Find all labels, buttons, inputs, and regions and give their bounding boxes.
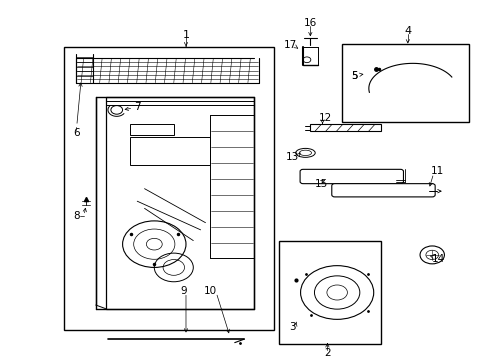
FancyBboxPatch shape (300, 169, 403, 184)
Text: 7: 7 (134, 102, 140, 112)
Text: 4: 4 (404, 26, 410, 36)
Text: 16: 16 (303, 18, 316, 28)
Text: 3: 3 (288, 321, 295, 332)
Text: 14: 14 (431, 254, 444, 264)
Text: 9: 9 (180, 286, 186, 296)
Bar (310, 124, 380, 131)
Text: 8: 8 (73, 211, 80, 221)
Text: 10: 10 (203, 286, 217, 296)
Text: 2: 2 (324, 348, 330, 358)
Bar (278, 240, 380, 345)
Text: 1: 1 (182, 30, 189, 40)
Bar (341, 44, 468, 122)
Text: 12: 12 (318, 113, 331, 123)
Text: 5: 5 (350, 71, 357, 81)
Text: 5: 5 (350, 71, 357, 81)
PathPatch shape (105, 97, 254, 309)
Text: 13: 13 (285, 152, 298, 162)
Text: 15: 15 (314, 179, 327, 189)
Text: 17: 17 (283, 40, 296, 50)
Bar (130, 137, 210, 165)
Bar (130, 124, 173, 135)
FancyBboxPatch shape (331, 184, 434, 197)
Bar (64, 47, 273, 330)
Text: 6: 6 (73, 128, 80, 138)
Text: 11: 11 (429, 166, 443, 176)
